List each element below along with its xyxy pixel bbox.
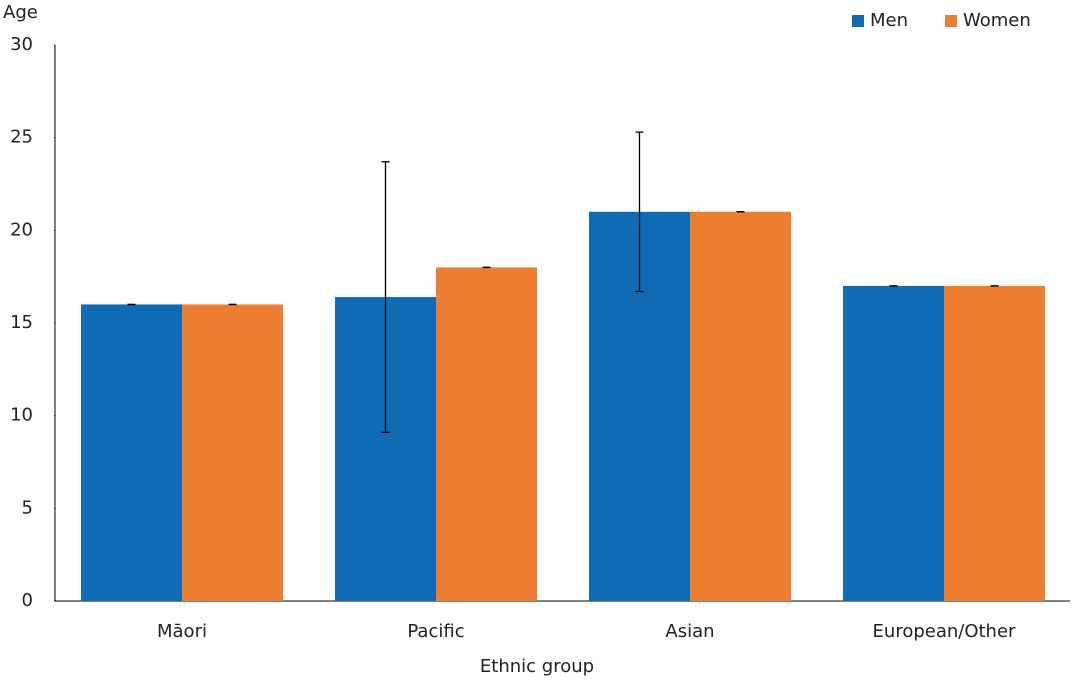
y-tick-label: 20: [10, 219, 33, 240]
legend-label: Women: [963, 10, 1031, 31]
y-tick-label: 30: [10, 34, 33, 55]
bar: [81, 304, 182, 601]
x-tick-label: Māori: [157, 621, 207, 642]
y-tick-label: 5: [22, 497, 33, 518]
y-tick-label: 25: [10, 127, 33, 148]
error-bar: [635, 131, 644, 293]
y-tick-label: 0: [22, 590, 33, 611]
legend-label: Men: [870, 10, 908, 31]
legend-swatch: [945, 15, 957, 27]
x-tick-label: Asian: [665, 621, 714, 642]
bar: [843, 285, 944, 601]
x-tick-label: European/Other: [873, 621, 1017, 642]
bar: [182, 304, 283, 601]
legend-swatch: [852, 15, 864, 27]
y-tick-label: 15: [10, 312, 33, 333]
x-tick-label: Pacific: [407, 621, 464, 642]
bar: [690, 211, 791, 602]
y-axis-label: Age: [3, 2, 38, 23]
bar: [944, 285, 1045, 601]
y-tick-label: 10: [10, 405, 33, 426]
x-axis-label: Ethnic group: [480, 656, 594, 677]
error-bar: [381, 161, 390, 433]
bar: [436, 267, 537, 601]
